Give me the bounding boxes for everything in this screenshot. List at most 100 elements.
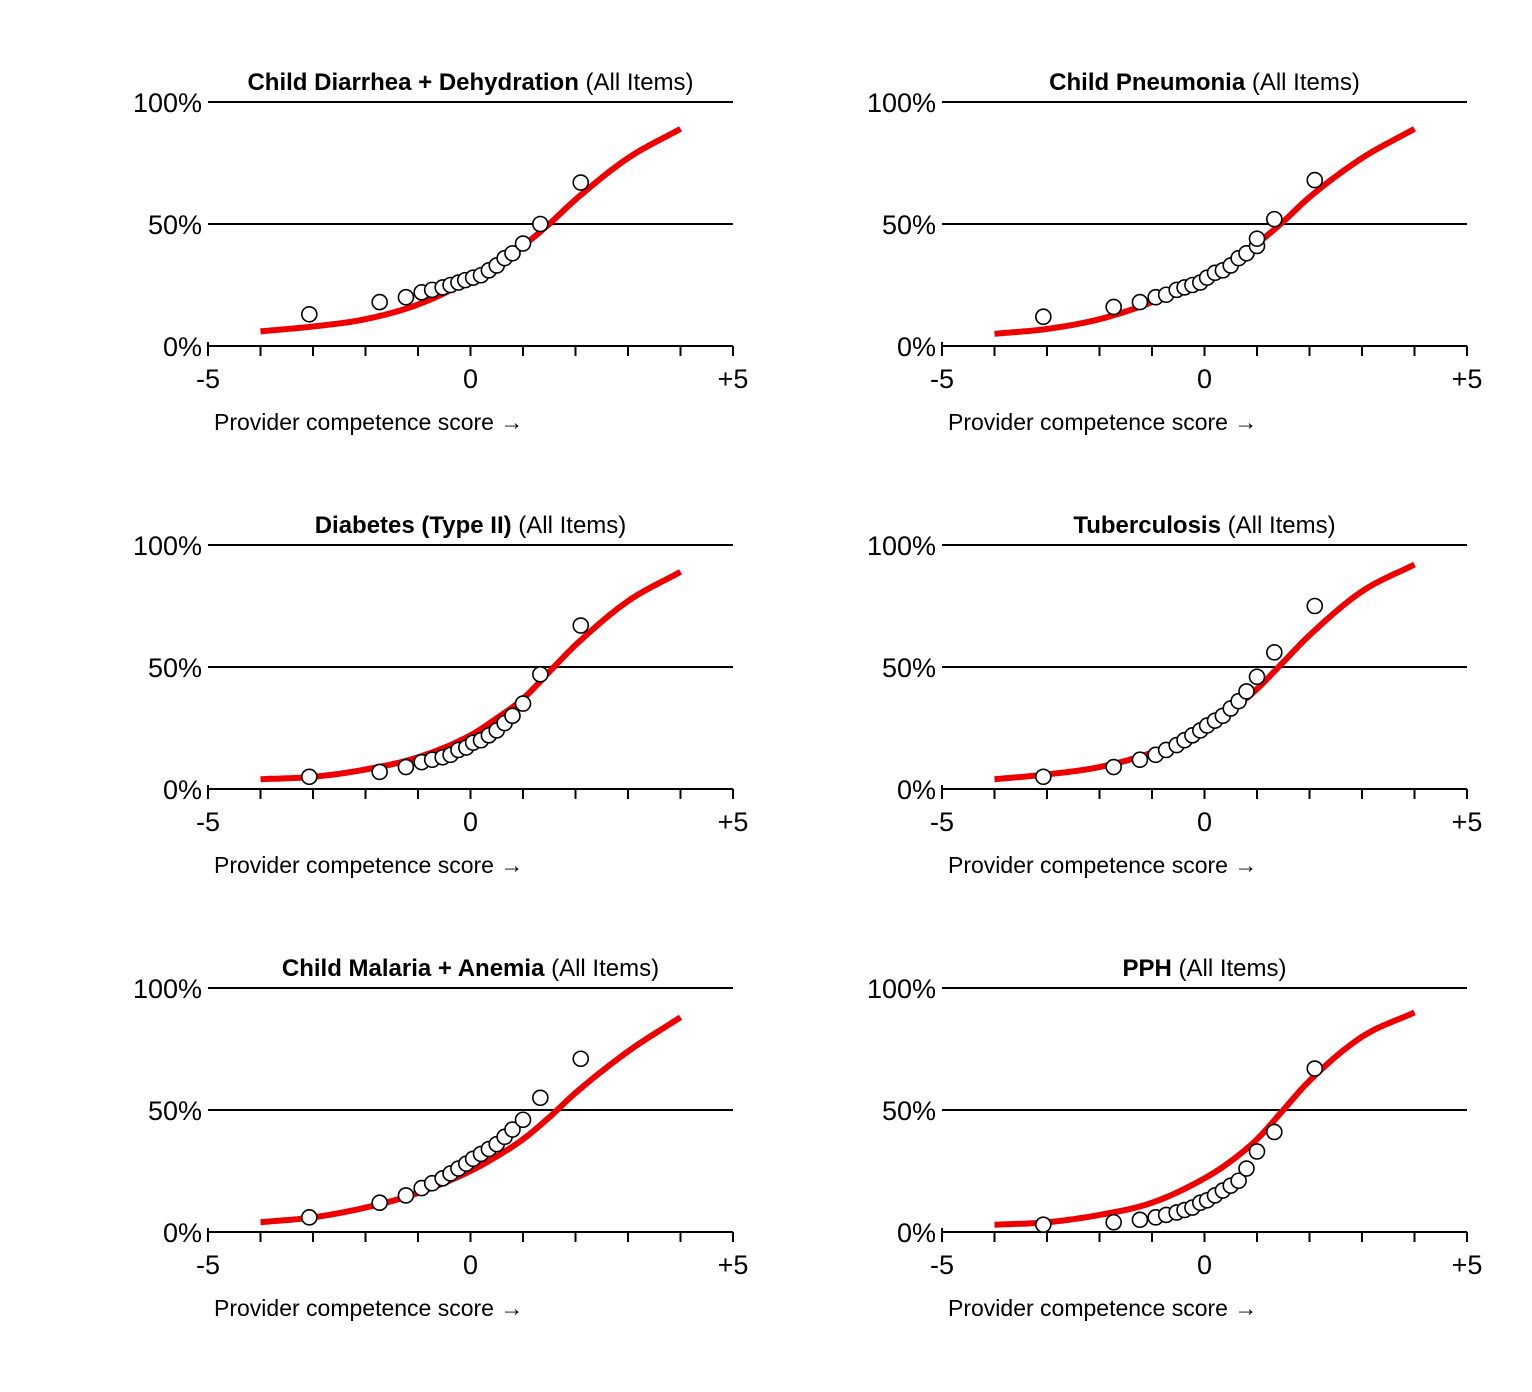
data-point [572, 174, 590, 191]
data-point [1131, 1211, 1149, 1229]
fitted-curve [994, 561, 1416, 783]
chart-title: Child Malaria + Anemia (All Items) [282, 955, 659, 982]
x-tick-label: +5 [718, 364, 749, 394]
chart-panel-5: Child Malaria + Anemia (All Items) 0% 50% 1… [133, 955, 748, 1321]
data-point [504, 707, 521, 725]
data-point [301, 1209, 318, 1226]
y-tick-label: 0% [897, 775, 936, 805]
x-tick-label: -5 [196, 364, 220, 394]
y-tick-label: 0% [163, 332, 202, 362]
chart-title: Child Diarrhea + Dehydration (All Items) [247, 69, 693, 96]
chart-title-rest: (All Items) [512, 512, 627, 539]
x-axis-label: Provider competence score → [948, 1295, 1257, 1321]
chart-title: Tuberculosis (All Items) [1073, 512, 1335, 539]
fitted-curve [994, 1009, 1416, 1228]
data-point [1266, 644, 1283, 661]
fitted-curve [260, 126, 682, 335]
data-point [1131, 751, 1149, 769]
x-axis-label: Provider competence score → [214, 1295, 523, 1321]
y-tick-label: 50% [882, 1096, 936, 1126]
chart-title-bold: PPH [1122, 955, 1171, 982]
data-point [1035, 768, 1052, 786]
data-point [1035, 308, 1052, 326]
data-point [1035, 1216, 1052, 1233]
chart-title: Diabetes (Type II) (All Items) [315, 512, 627, 539]
x-tick-label: +5 [1452, 364, 1483, 394]
chart-title: Child Pneumonia (All Items) [1049, 69, 1360, 96]
x-tick-label: -5 [930, 1250, 954, 1280]
x-tick-label: 0 [1197, 364, 1212, 394]
y-tick-label: 0% [163, 1218, 202, 1248]
chart-title: PPH (All Items) [1122, 955, 1286, 982]
chart-panel-1: Child Diarrhea + Dehydration (All Items)… [133, 69, 748, 435]
data-point [397, 288, 415, 306]
fitted-curve [994, 126, 1416, 337]
y-tick-label: 100% [133, 88, 202, 118]
data-point [1238, 683, 1255, 700]
data-point [1105, 1213, 1122, 1231]
chart-title-rest: (All Items) [1221, 512, 1336, 539]
x-tick-label: +5 [718, 1250, 749, 1280]
data-point [514, 235, 532, 252]
fitted-curve [260, 1014, 683, 1226]
chart-title-rest: (All Items) [1245, 69, 1360, 96]
chart-title-rest: (All Items) [1172, 955, 1287, 982]
data-point [504, 1121, 521, 1138]
data-point [572, 617, 590, 634]
y-tick-label: 50% [148, 1096, 202, 1126]
data-point [514, 1111, 532, 1129]
data-point [1248, 668, 1266, 686]
y-tick-label: 50% [882, 653, 936, 683]
data-point [514, 695, 532, 712]
data-point [397, 758, 415, 776]
data-point [532, 215, 549, 233]
x-tick-label: 0 [463, 807, 478, 837]
x-tick-label: +5 [718, 807, 749, 837]
data-point [301, 768, 318, 786]
x-tick-label: +5 [1452, 807, 1483, 837]
y-tick-label: 100% [133, 531, 202, 561]
y-tick-label: 0% [897, 1218, 936, 1248]
y-tick-label: 50% [148, 653, 202, 683]
data-point [532, 1089, 549, 1107]
chart-panel-6: PPH (All Items) 0% 50% 100% -5 0 +5 Provider co… [867, 955, 1482, 1321]
data-point [1248, 1143, 1266, 1160]
data-point [532, 666, 549, 683]
data-point [504, 244, 521, 262]
data-point [1238, 1160, 1255, 1177]
y-tick-label: 0% [897, 332, 936, 362]
chart-title-bold: Diabetes (Type II) [315, 512, 512, 539]
chart-panel-4: Tuberculosis (All Items) 0% 50% 100% -5 0 +5 Pr… [867, 512, 1482, 878]
y-tick-label: 100% [133, 974, 202, 1004]
y-tick-label: 100% [867, 531, 936, 561]
data-point [1306, 597, 1324, 615]
x-axis-label: Provider competence score → [948, 409, 1257, 435]
x-tick-label: -5 [930, 807, 954, 837]
chart-title-bold: Tuberculosis [1073, 512, 1221, 539]
x-tick-label: 0 [463, 1250, 478, 1280]
x-axis-label: Provider competence score → [214, 852, 523, 878]
chart-title-bold: Child Malaria + Anemia [282, 955, 545, 982]
y-tick-label: 0% [163, 775, 202, 805]
y-tick-label: 50% [148, 210, 202, 240]
chart-panel-3: Diabetes (Type II) (All Items) 0% 50% 100% -… [133, 512, 748, 878]
data-point [371, 293, 388, 311]
chart-title-rest: (All Items) [579, 69, 694, 96]
data-point [1105, 298, 1122, 316]
data-point [1105, 758, 1122, 776]
chart-title-bold: Child Diarrhea + Dehydration [247, 69, 578, 96]
data-point [1306, 1060, 1324, 1077]
data-point [1266, 210, 1283, 228]
data-point [371, 1194, 388, 1212]
x-tick-label: 0 [1197, 807, 1212, 837]
data-point [1230, 1172, 1247, 1190]
data-point [301, 305, 318, 323]
chart-title-bold: Child Pneumonia [1049, 69, 1246, 96]
y-tick-label: 100% [867, 88, 936, 118]
x-axis-label: Provider competence score → [214, 409, 523, 435]
x-tick-label: -5 [930, 364, 954, 394]
y-tick-label: 50% [882, 210, 936, 240]
data-point [1131, 293, 1149, 311]
x-tick-label: -5 [196, 1250, 220, 1280]
